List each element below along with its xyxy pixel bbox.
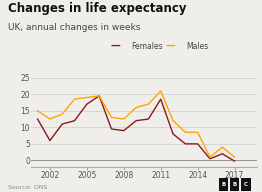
Text: Source: ONS: Source: ONS [8,185,47,190]
Text: C: C [244,182,248,187]
Text: B: B [221,182,226,187]
Text: B: B [233,182,237,187]
Text: Changes in life expectancy: Changes in life expectancy [8,2,186,15]
Text: —: — [110,41,120,51]
Text: Males: Males [186,42,208,50]
Text: UK, annual changes in weeks: UK, annual changes in weeks [8,23,140,32]
Text: —: — [165,41,175,51]
Text: Females: Females [131,42,163,50]
